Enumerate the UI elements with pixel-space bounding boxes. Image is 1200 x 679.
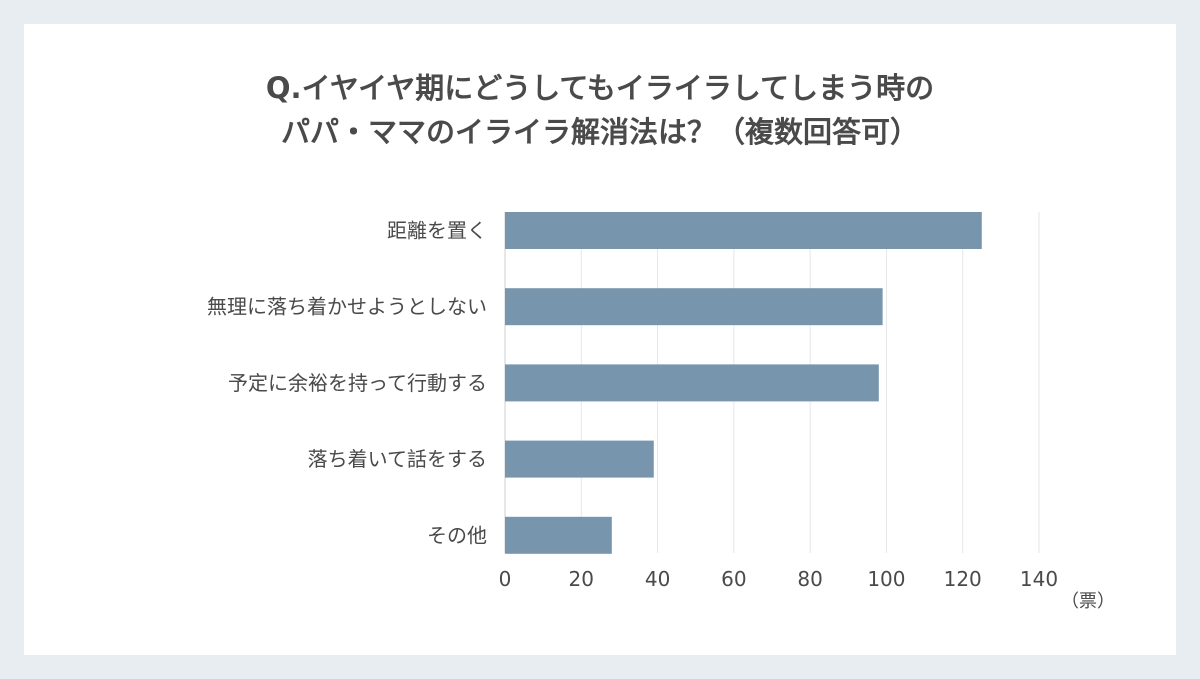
chart-title-line-2: パパ・ママのイライラ解消法は？（複数回答可） [280, 115, 919, 149]
bars [505, 212, 982, 554]
chart-title-line-1: Q.イヤイヤ期にどうしてもイライラしてしまう時の [265, 71, 935, 105]
category-label: 無理に落ち着かせようとしない [207, 295, 487, 319]
bar [505, 440, 654, 478]
x-tick-label: 100 [867, 567, 905, 591]
category-label: その他 [427, 523, 487, 547]
x-tick-label: 120 [944, 567, 982, 591]
x-tick-label: 140 [1020, 567, 1058, 591]
category-label: 落ち着いて話をする [308, 447, 487, 471]
category-label: 距離を置く [387, 219, 487, 243]
category-label: 予定に余裕を持って行動する [228, 371, 487, 395]
x-axis-unit: （票） [1061, 591, 1115, 612]
chart-title: Q.イヤイヤ期にどうしてもイライラしてしまう時の パパ・ママのイライラ解消法は？… [0, 66, 1200, 154]
x-tick-label: 60 [721, 567, 746, 591]
bar [505, 212, 982, 249]
x-tick-label: 40 [645, 567, 670, 591]
x-tick-label: 80 [797, 567, 822, 591]
bar [505, 516, 612, 554]
x-tick-label: 20 [569, 567, 594, 591]
bar [505, 364, 879, 402]
x-tick-label: 0 [499, 567, 512, 591]
category-labels: 距離を置く無理に落ち着かせようとしない予定に余裕を持って行動する落ち着いて話をす… [207, 219, 487, 548]
bar [505, 288, 883, 326]
x-axis-ticks: 0 20 40 60 80 100 120 140 [499, 567, 1058, 591]
